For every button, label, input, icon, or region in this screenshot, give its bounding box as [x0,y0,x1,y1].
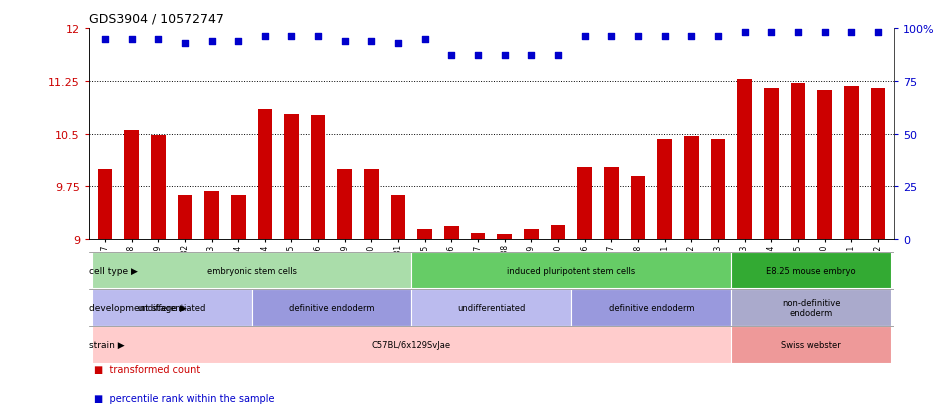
Point [657,34,672,40]
Text: Swiss webster: Swiss webster [782,340,841,349]
Bar [412,290,571,326]
Point [204,38,219,45]
Text: embryonic stem cells: embryonic stem cells [207,266,297,275]
Point [471,53,486,59]
Point [311,34,326,40]
Text: definitive endoderm: definitive endoderm [608,303,695,312]
Bar [550,225,565,240]
Bar [391,195,405,240]
Bar [578,168,592,240]
Bar [471,234,486,240]
Text: ■  transformed count: ■ transformed count [94,364,200,374]
Bar [417,229,432,240]
Point [444,53,459,59]
Bar [657,140,672,240]
Point [738,30,753,36]
Point [417,36,432,43]
Bar [285,114,299,240]
Bar [151,135,166,240]
Bar [92,290,252,326]
Bar [844,87,858,240]
Bar [364,169,379,240]
Point [843,30,858,36]
Point [178,40,193,47]
Text: undifferentiated: undifferentiated [138,303,206,312]
Bar [412,252,731,289]
Bar [178,196,192,240]
Bar [604,168,619,240]
Bar [731,252,891,289]
Text: induced pluripotent stem cells: induced pluripotent stem cells [507,266,636,275]
Point [631,34,646,40]
Point [710,34,725,40]
Point [684,34,699,40]
Text: undifferentiated: undifferentiated [457,303,526,312]
Bar [764,88,779,240]
Text: E8.25 mouse embryo: E8.25 mouse embryo [767,266,856,275]
Point [578,34,592,40]
Point [764,30,779,36]
Point [817,30,832,36]
Bar [97,169,112,240]
Bar [92,252,412,289]
Text: non-definitive
endoderm: non-definitive endoderm [782,298,841,317]
Point [284,34,299,40]
Point [790,30,805,36]
Bar [738,79,752,240]
Point [550,53,565,59]
Point [257,34,272,40]
Point [97,36,112,43]
Point [337,38,352,45]
Point [390,40,405,47]
Bar [444,227,459,240]
Bar [124,131,139,240]
Point [124,36,139,43]
Point [524,53,539,59]
Bar [731,290,891,326]
Text: development stage ▶: development stage ▶ [90,303,187,312]
Point [604,34,619,40]
Point [151,36,166,43]
Text: cell type ▶: cell type ▶ [90,266,139,275]
Text: C57BL/6x129SvJae: C57BL/6x129SvJae [372,340,451,349]
Bar [524,229,539,240]
Bar [731,327,891,363]
Bar [870,88,885,240]
Bar [791,84,805,240]
Bar [252,290,412,326]
Point [230,38,245,45]
Bar [338,169,352,240]
Point [364,38,379,45]
Bar [92,327,731,363]
Text: strain ▶: strain ▶ [90,340,125,349]
Bar [684,136,698,240]
Bar [311,116,326,240]
Bar [257,109,272,240]
Point [497,53,512,59]
Point [870,30,885,36]
Text: GDS3904 / 10572747: GDS3904 / 10572747 [89,13,224,26]
Bar [204,192,219,240]
Bar [497,235,512,240]
Bar [571,290,731,326]
Bar [231,195,245,240]
Text: ■  percentile rank within the sample: ■ percentile rank within the sample [94,393,274,403]
Text: definitive endoderm: definitive endoderm [288,303,374,312]
Bar [817,91,832,240]
Bar [631,176,645,240]
Bar [710,140,725,240]
